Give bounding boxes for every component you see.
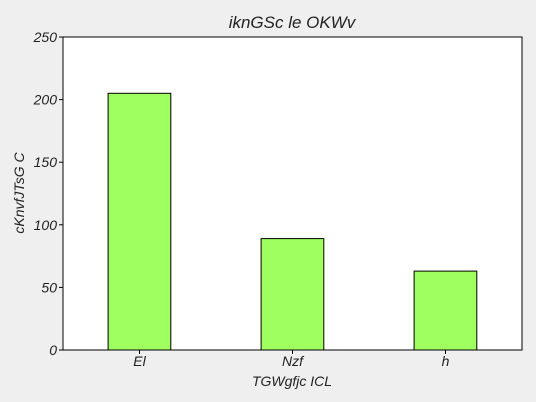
y-axis-label: cKnvfJTsG C — [11, 152, 27, 234]
y-tick-label: 200 — [33, 92, 58, 108]
x-tick-label: h — [442, 353, 450, 369]
x-ticks-group: El Nzf h — [133, 350, 450, 369]
x-tick-label: El — [133, 353, 146, 369]
x-tick-label: Nzf — [282, 353, 305, 369]
y-tick-label: 150 — [34, 154, 58, 170]
chart-title: iknGSc le OKWv — [229, 13, 357, 32]
plot-frame — [62, 36, 523, 351]
bar-el — [107, 92, 172, 351]
y-tick-label: 250 — [33, 29, 58, 45]
y-tick-label: 100 — [34, 217, 58, 233]
y-tick-label: 0 — [49, 342, 57, 358]
bars-group — [107, 92, 478, 351]
bar-nzf — [260, 238, 325, 351]
bar-h — [413, 270, 478, 351]
x-axis-label: TGWgfjc ICL — [252, 373, 332, 389]
y-ticks-group: 0 50 100 150 200 250 — [33, 29, 63, 358]
y-tick-label: 50 — [41, 279, 57, 295]
